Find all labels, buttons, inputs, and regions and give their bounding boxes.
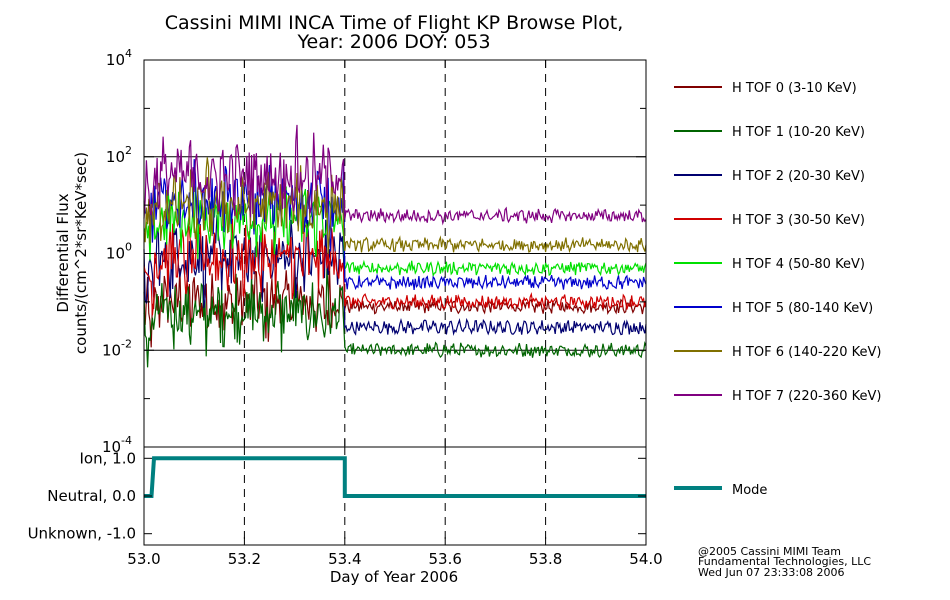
top-panel-series — [143, 124, 647, 368]
top-ytick-label: 104 — [106, 47, 132, 69]
bottom-xtick-label: 53.8 — [529, 550, 562, 568]
credit-line1: @2005 Cassini MIMI Team — [698, 545, 841, 558]
top-panel-grid — [144, 60, 646, 447]
series-line-tof-4 — [143, 186, 647, 278]
legend-label-tof-5: H TOF 5 (80-140 KeV) — [732, 301, 873, 316]
x-axis-label: Day of Year 2006 — [330, 568, 458, 586]
bottom-xtick-label: 53.6 — [428, 550, 461, 568]
bottom-xtick-label: 53.0 — [127, 550, 160, 568]
chart-title-line1: Cassini MIMI INCA Time of Flight KP Brow… — [165, 12, 624, 34]
credit-line2: Fundamental Technologies, LLC — [698, 555, 871, 568]
series-line-tof-5 — [143, 159, 647, 291]
legend-label-tof-4: H TOF 4 (50-80 KeV) — [732, 257, 865, 272]
series-line-tof-7 — [143, 124, 647, 226]
bottom-ytick-label: Unknown, -1.0 — [28, 525, 136, 543]
chart-title-line2: Year: 2006 DOY: 053 — [296, 31, 490, 53]
legend-label-tof-2: H TOF 2 (20-30 KeV) — [732, 169, 865, 184]
bottom-xtick-label: 53.4 — [328, 550, 361, 568]
legend-label-tof-0: H TOF 0 (3-10 KeV) — [732, 81, 857, 96]
y-axis-label-line2: counts/(cm^2*sr*KeV*sec) — [72, 152, 90, 354]
legend-label-tof-3: H TOF 3 (30-50 KeV) — [732, 213, 865, 228]
top-ytick-label: 100 — [106, 241, 132, 263]
top-ytick-label: 10-2 — [102, 337, 132, 359]
bottom-ytick-label: Neutral, 0.0 — [47, 487, 136, 505]
bottom-panel-axes: Ion, 1.0 Neutral, 0.0 Unknown, -1.0 53.0 53.… — [28, 446, 663, 568]
series-line-tof-1 — [143, 268, 647, 368]
legend-label-tof-6: H TOF 6 (140-220 KeV) — [732, 345, 881, 360]
credit-line3: Wed Jun 07 23:33:08 2006 — [698, 566, 845, 579]
series-line-tof-2 — [143, 214, 647, 336]
series-line-tof-6 — [143, 157, 647, 255]
y-axis-label-line1: Differential Flux — [54, 193, 72, 312]
bottom-xtick-label: 54.0 — [629, 550, 662, 568]
series-line-tof-3 — [143, 218, 647, 316]
legend: H TOF 0 (3-10 KeV) H TOF 1 (10-20 KeV) H T… — [674, 81, 881, 498]
legend-label-tof-7: H TOF 7 (220-360 KeV) — [732, 389, 881, 404]
bottom-xtick-label: 53.2 — [228, 550, 261, 568]
legend-label-mode: Mode — [732, 483, 767, 498]
bottom-panel-series — [144, 456, 646, 498]
bottom-ytick-label: Ion, 1.0 — [80, 449, 137, 467]
series-line-tof-0 — [143, 260, 646, 348]
series-line-mode — [144, 456, 646, 498]
top-ytick-label: 102 — [106, 144, 132, 166]
legend-label-tof-1: H TOF 1 (10-20 KeV) — [732, 125, 865, 140]
